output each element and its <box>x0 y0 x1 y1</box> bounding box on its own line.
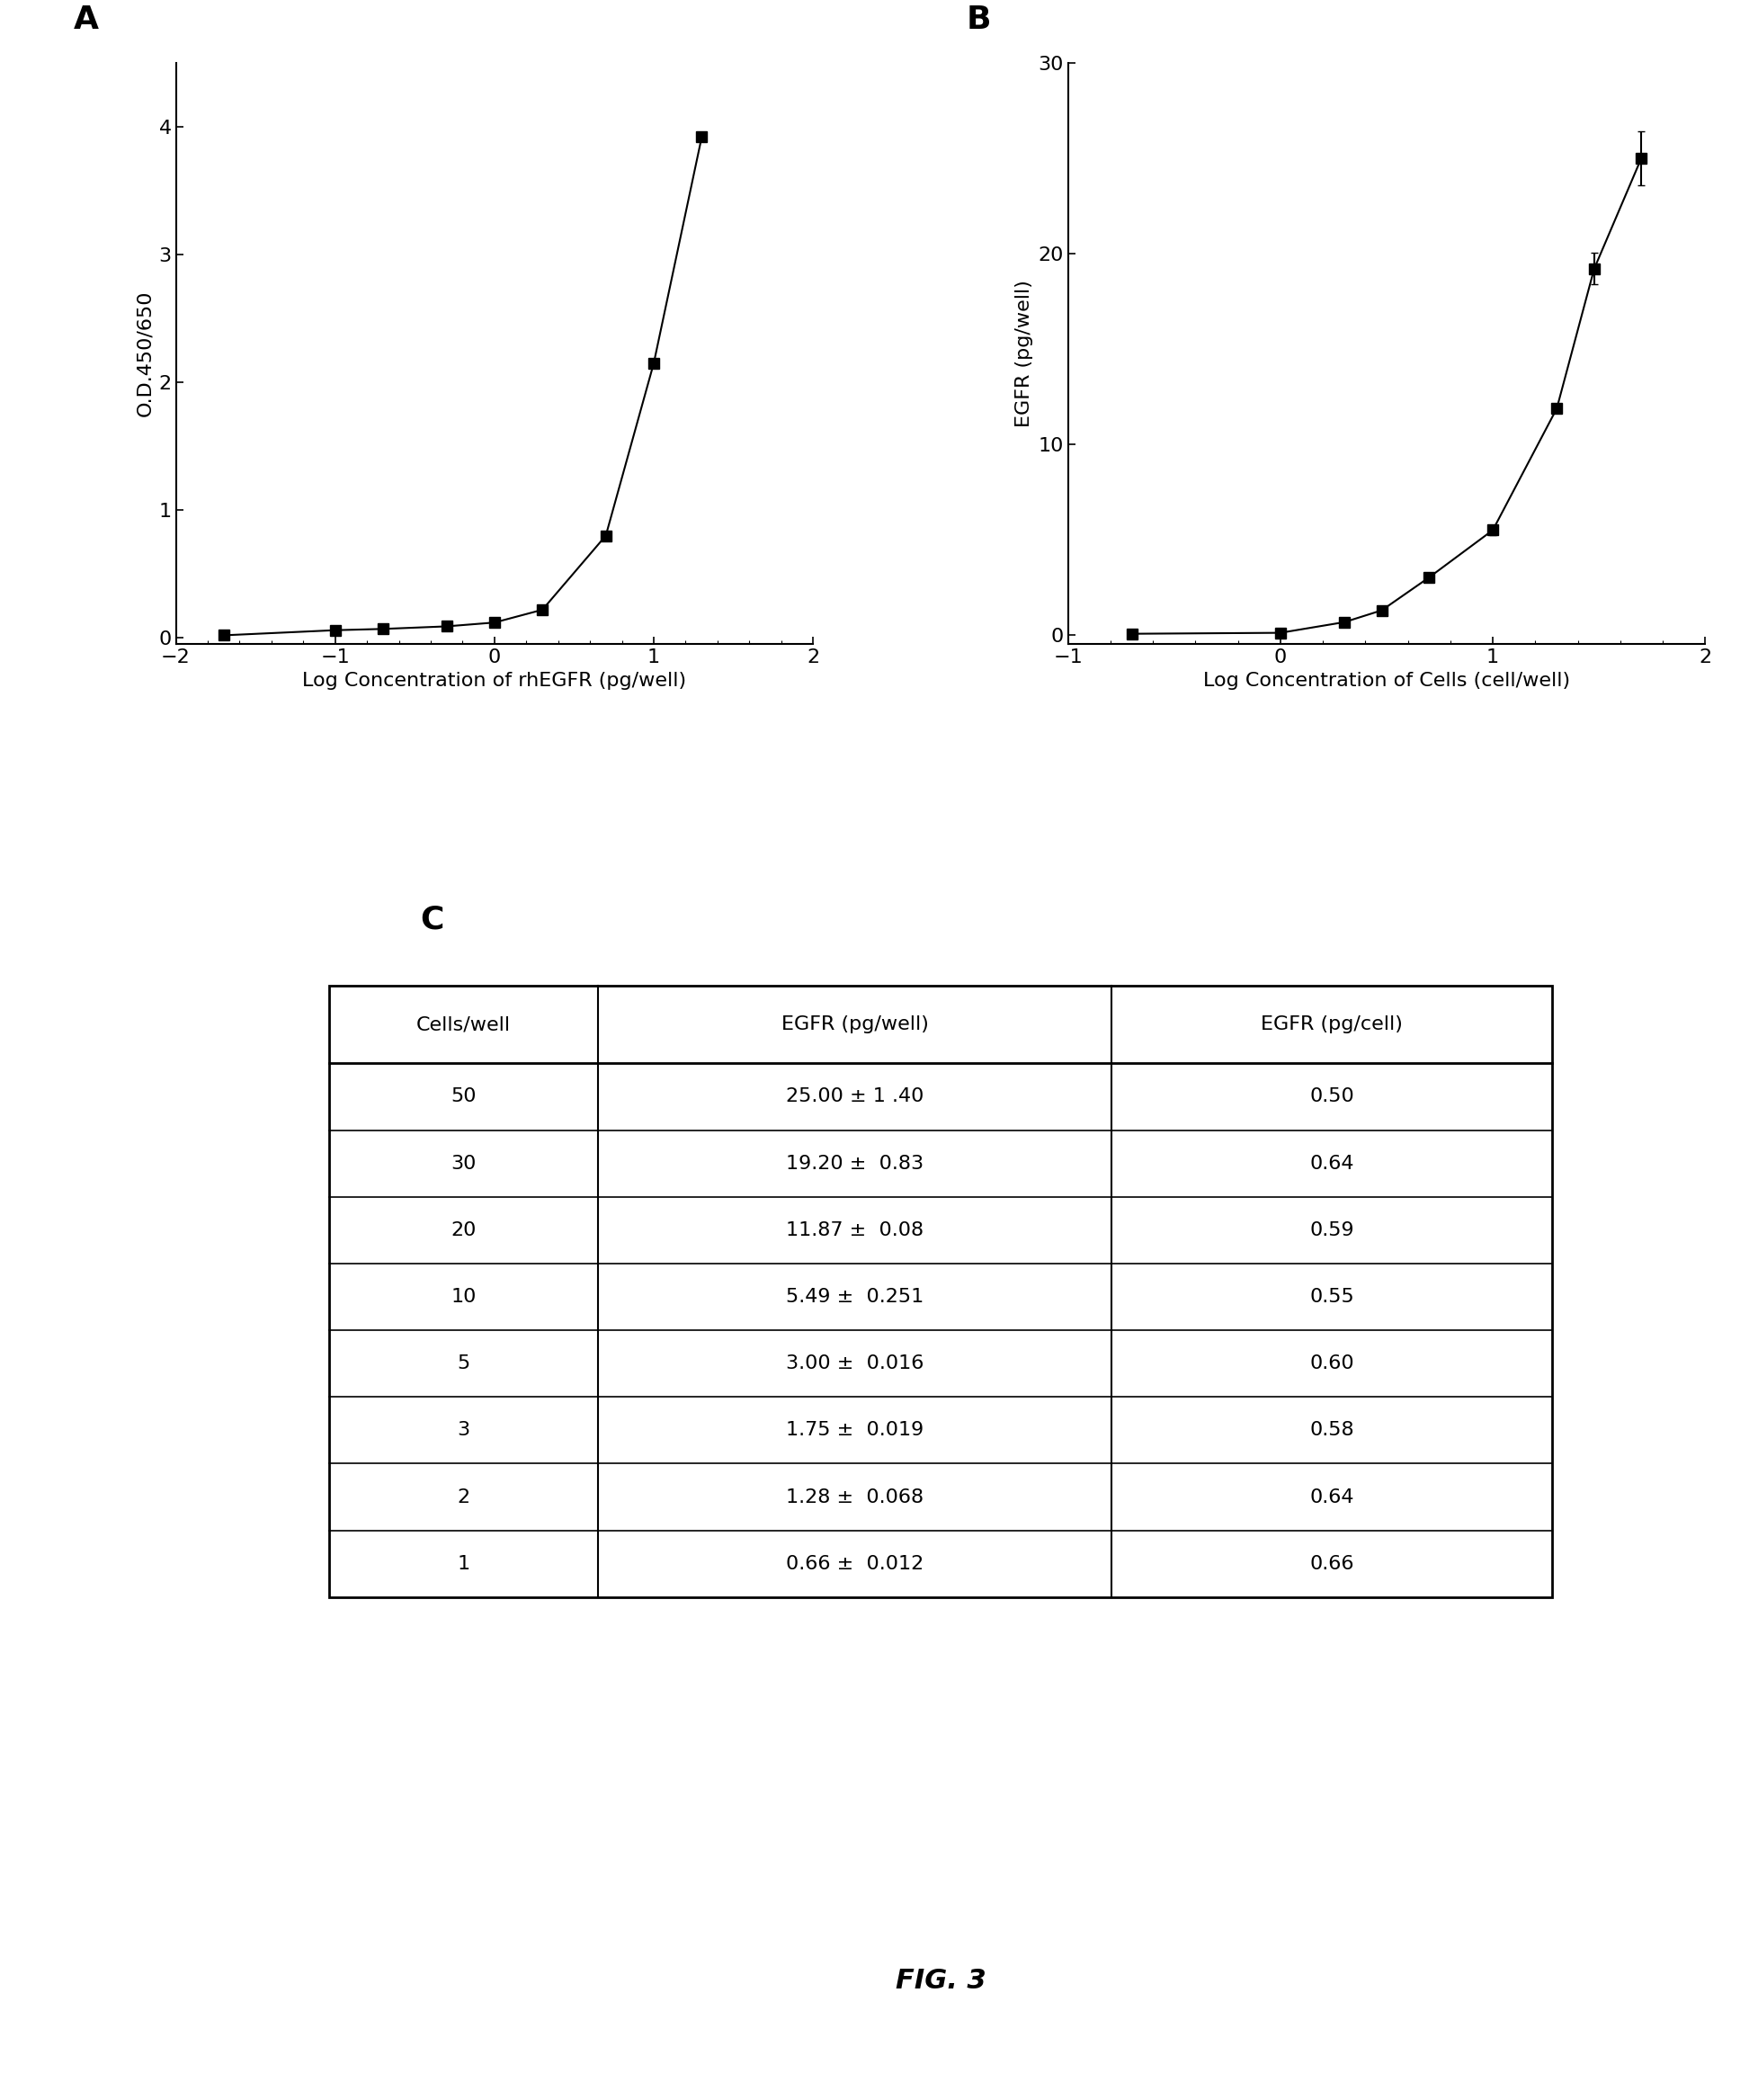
X-axis label: Log Concentration of Cells (cell/well): Log Concentration of Cells (cell/well) <box>1202 672 1570 689</box>
Text: 0.66: 0.66 <box>1310 1554 1354 1573</box>
Text: EGFR (pg/well): EGFR (pg/well) <box>781 1016 928 1033</box>
Text: 0.50: 0.50 <box>1310 1088 1354 1107</box>
Text: Cells/well: Cells/well <box>417 1016 510 1033</box>
Text: EGFR (pg/cell): EGFR (pg/cell) <box>1260 1016 1403 1033</box>
Text: 0.64: 0.64 <box>1310 1489 1354 1506</box>
Text: C: C <box>420 905 445 935</box>
Text: 0.58: 0.58 <box>1310 1422 1354 1439</box>
Text: 3: 3 <box>457 1422 469 1439</box>
Text: FIG. 3: FIG. 3 <box>895 1968 986 1995</box>
Text: 0.66 ±  0.012: 0.66 ± 0.012 <box>786 1554 923 1573</box>
Text: 25.00 ± 1 .40: 25.00 ± 1 .40 <box>786 1088 925 1107</box>
Text: A: A <box>74 4 98 36</box>
Text: 11.87 ±  0.08: 11.87 ± 0.08 <box>786 1222 923 1239</box>
Text: 10: 10 <box>450 1287 476 1306</box>
Text: 0.60: 0.60 <box>1310 1354 1354 1373</box>
Text: 0.64: 0.64 <box>1310 1155 1354 1172</box>
Text: 2: 2 <box>457 1489 469 1506</box>
Text: B: B <box>967 4 992 36</box>
Text: 1: 1 <box>457 1554 469 1573</box>
Y-axis label: EGFR (pg/well): EGFR (pg/well) <box>1014 279 1034 426</box>
X-axis label: Log Concentration of rhEGFR (pg/well): Log Concentration of rhEGFR (pg/well) <box>302 672 686 689</box>
Text: 1.75 ±  0.019: 1.75 ± 0.019 <box>786 1422 923 1439</box>
Text: 5.49 ±  0.251: 5.49 ± 0.251 <box>786 1287 923 1306</box>
Text: 0.59: 0.59 <box>1310 1222 1354 1239</box>
Text: 1.28 ±  0.068: 1.28 ± 0.068 <box>786 1489 923 1506</box>
Text: 19.20 ±  0.83: 19.20 ± 0.83 <box>786 1155 923 1172</box>
Text: 5: 5 <box>457 1354 469 1373</box>
Bar <box>329 987 1552 1598</box>
Text: 3.00 ±  0.016: 3.00 ± 0.016 <box>786 1354 925 1373</box>
Text: 20: 20 <box>450 1222 476 1239</box>
Y-axis label: O.D.450/650: O.D.450/650 <box>135 290 153 416</box>
Text: 0.55: 0.55 <box>1310 1287 1354 1306</box>
Text: 50: 50 <box>450 1088 476 1107</box>
Text: 30: 30 <box>450 1155 476 1172</box>
